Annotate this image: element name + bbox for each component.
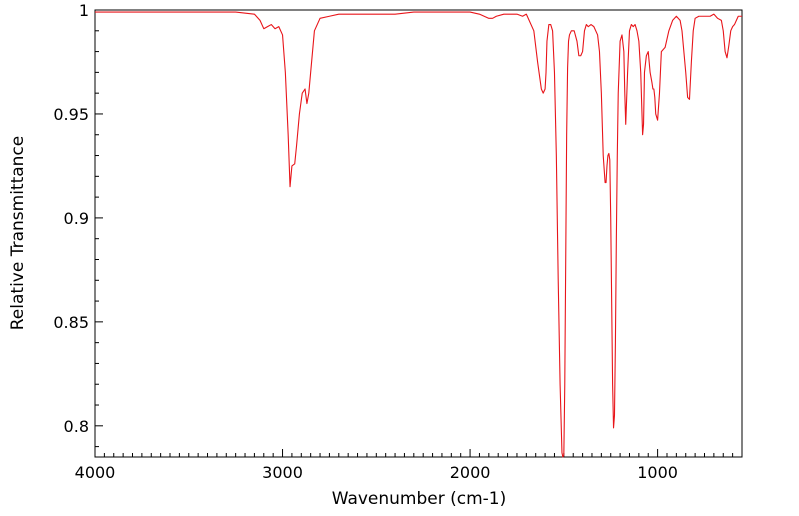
- y-tick-label: 0.85: [53, 313, 89, 332]
- x-tick-label: 1000: [637, 463, 678, 482]
- x-tick-label: 4000: [75, 463, 116, 482]
- y-tick-label: 1: [79, 1, 89, 20]
- x-tick-label: 3000: [262, 463, 303, 482]
- spectrum-line: [95, 11, 742, 458]
- x-tick-label: 2000: [450, 463, 491, 482]
- axis-tick-labels: 4000 3000 2000 1000 1 0.95 0.9 0.85 0.8: [53, 1, 678, 482]
- y-axis-title: Relative Transmittance: [8, 136, 28, 331]
- plot-area: [94, 9, 743, 458]
- y-tick-label: 0.8: [64, 417, 89, 436]
- y-tick-label: 0.95: [53, 105, 89, 124]
- x-axis-title: Wavenumber (cm-1): [332, 489, 507, 509]
- axis-ticks: [94, 9, 743, 457]
- y-tick-label: 0.9: [64, 209, 89, 228]
